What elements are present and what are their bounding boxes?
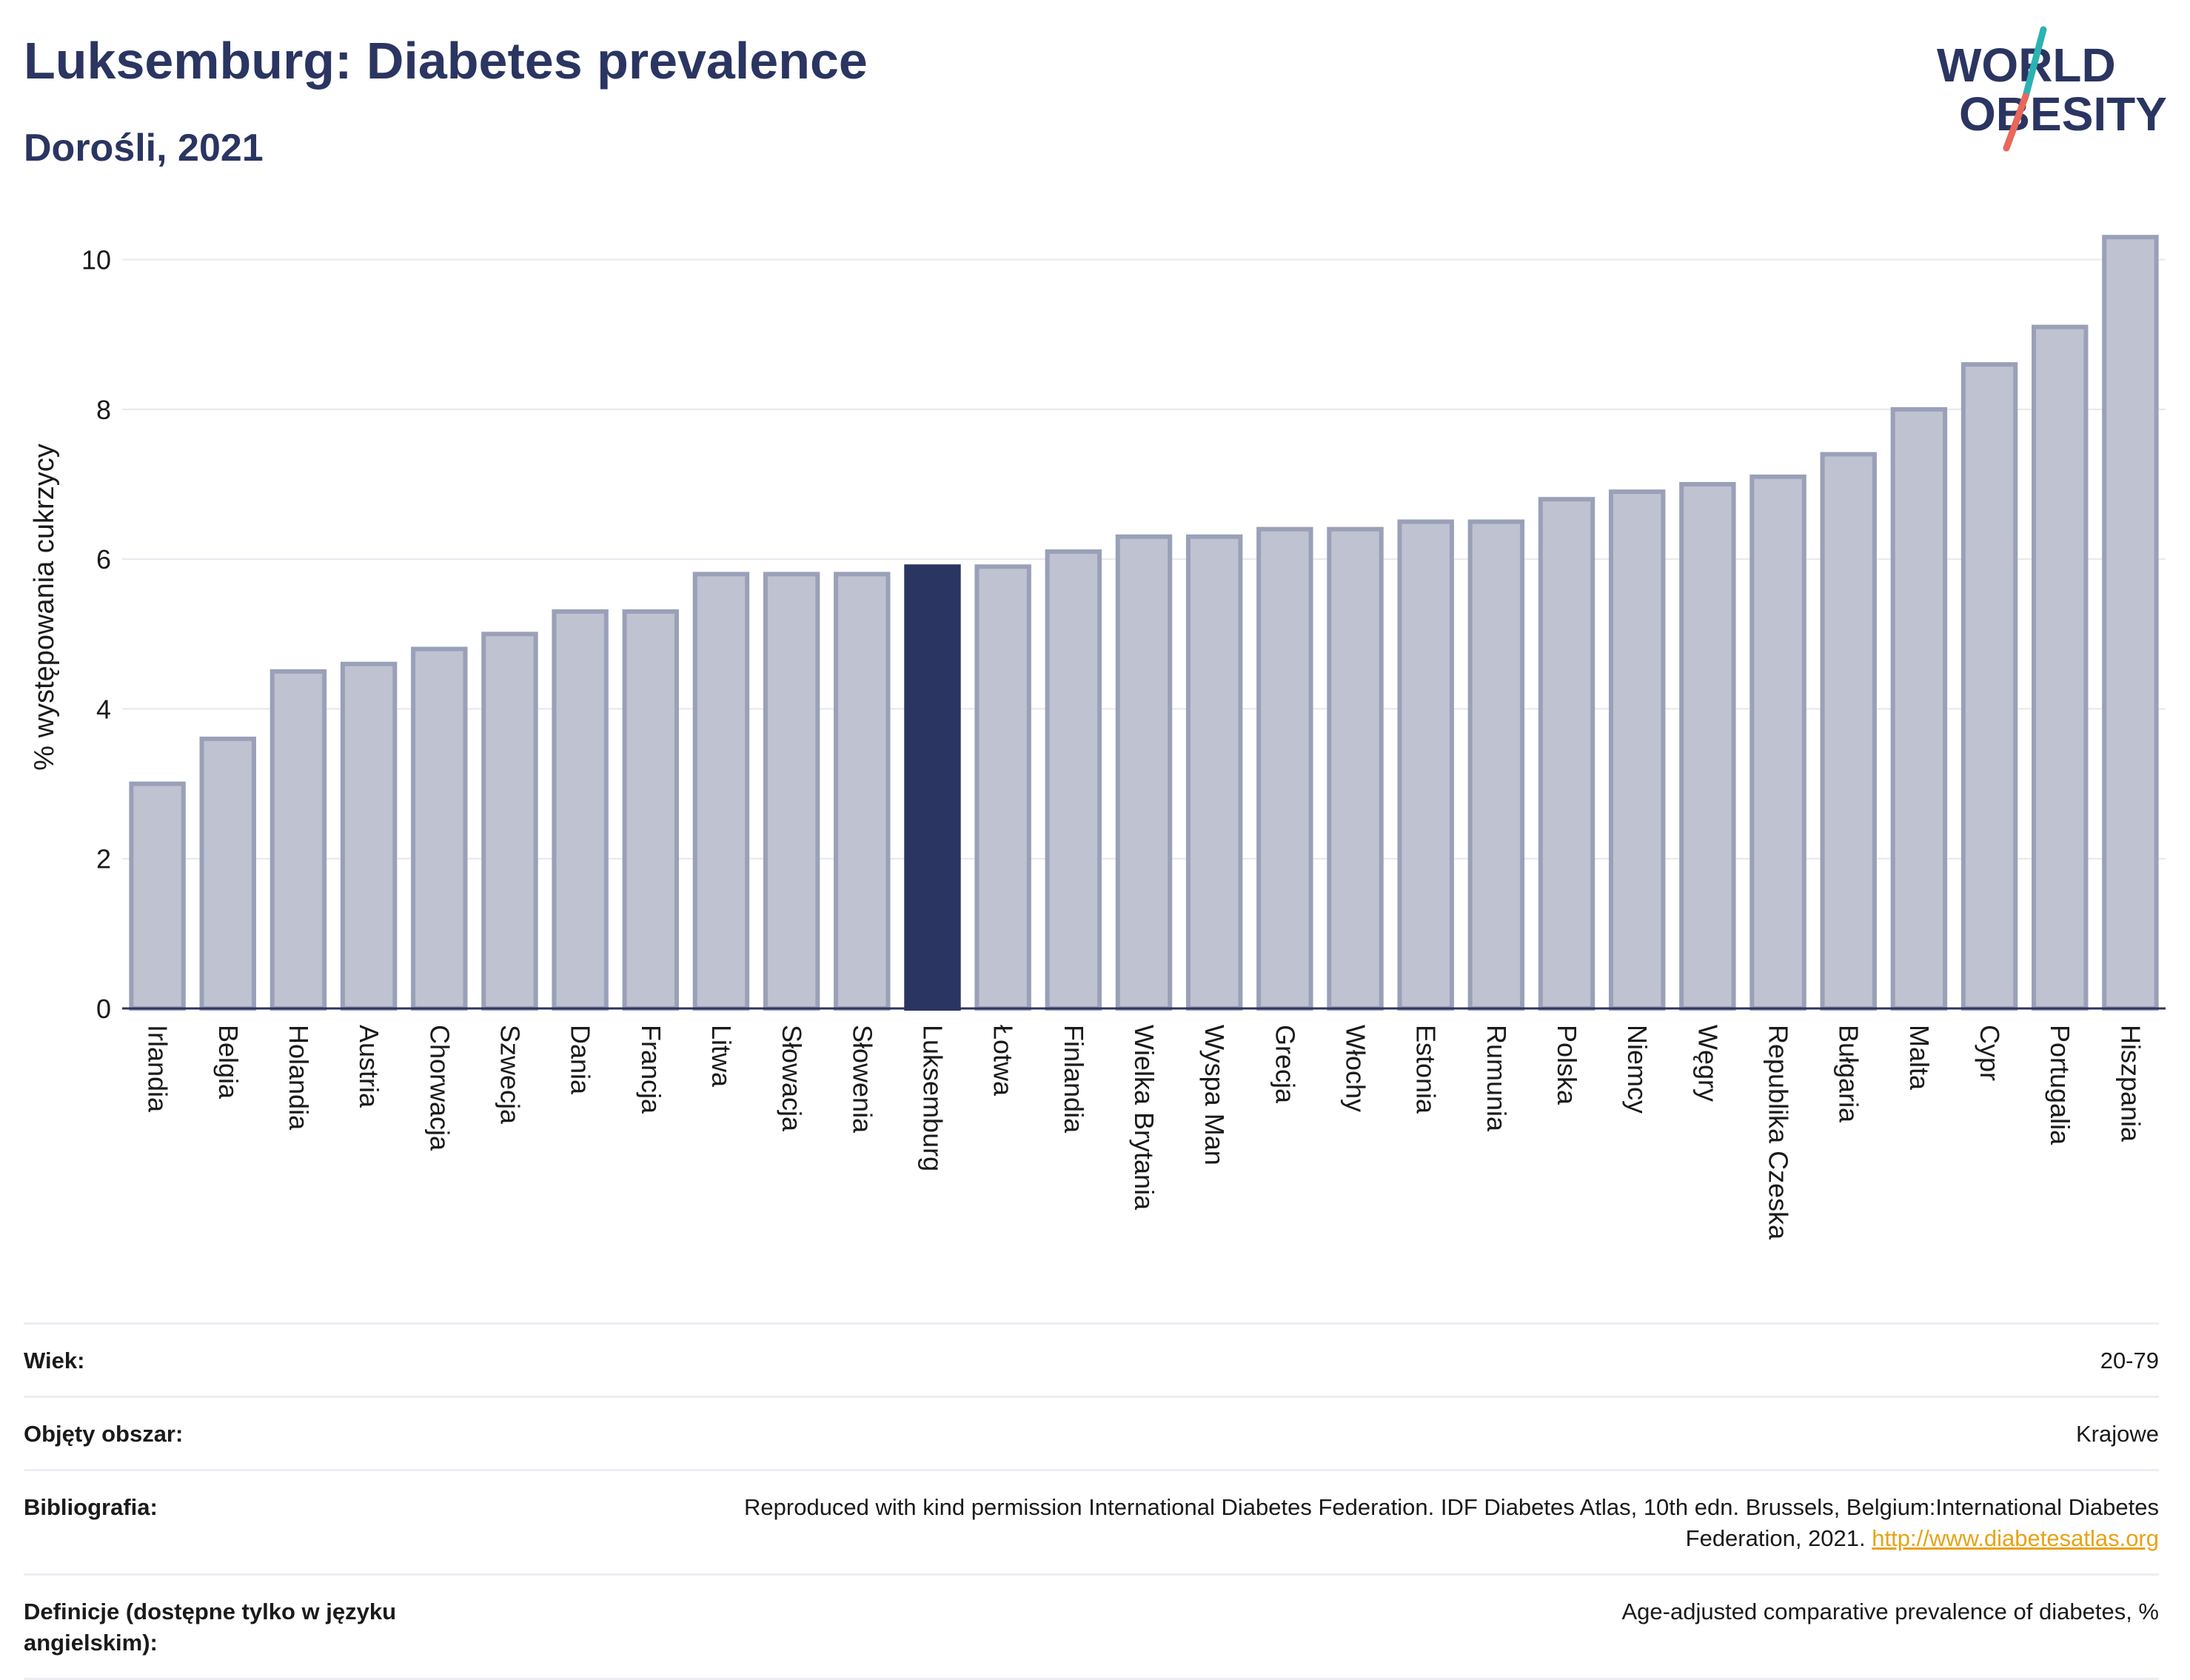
bar <box>1397 519 1454 1011</box>
meta-label: Wiek: <box>24 1348 85 1373</box>
bar <box>1749 474 1806 1011</box>
x-tick-label: Łotwa <box>988 1025 1019 1097</box>
x-tick-label: Grecja <box>1270 1025 1300 1104</box>
x-tick-label: Holandia <box>284 1025 314 1131</box>
meta-value-text: Age-adjusted comparative prevalence of d… <box>1621 1599 2160 1624</box>
bars <box>129 235 2159 1011</box>
x-tick-label: Cypr <box>1975 1025 2005 1081</box>
bar <box>481 632 538 1011</box>
x-tick-label: Wyspa Man <box>1199 1025 1230 1165</box>
bar <box>2102 235 2159 1011</box>
bar <box>834 572 891 1011</box>
x-tick-label: Estonia <box>1411 1025 1441 1114</box>
meta-value: Age-adjusted comparative prevalence of d… <box>1622 1596 2160 1659</box>
x-tick-label: Malta <box>1904 1025 1935 1091</box>
logo-text-obesity: OBESITY <box>1959 87 2167 141</box>
meta-row: Wiek: 20-79 <box>24 1322 2159 1396</box>
bar <box>974 564 1031 1011</box>
y-tick-label: 6 <box>96 544 111 575</box>
bar <box>1608 489 1666 1011</box>
meta-value-text: 20-79 <box>2100 1348 2159 1373</box>
bar <box>1327 526 1384 1011</box>
x-tick-label: Rumunia <box>1481 1025 1512 1132</box>
bar <box>1256 526 1313 1011</box>
bar <box>1115 534 1173 1011</box>
x-tick-label: Węgry <box>1692 1025 1723 1102</box>
meta-row: Bibliografia: Reproduced with kind permis… <box>24 1469 2159 1573</box>
meta-label: Objęty obszar: <box>24 1421 184 1447</box>
logo-slash-coral <box>2003 93 2029 152</box>
x-tick-label: Niemcy <box>1622 1025 1652 1114</box>
x-tick-label: Wielka Brytania <box>1129 1025 1159 1211</box>
y-tick-labels: 0 2 4 6 8 10 <box>81 245 111 1024</box>
x-tick-label: Portugalia <box>2045 1025 2075 1145</box>
x-tick-label: Dania <box>566 1025 596 1095</box>
meta-row: Objęty obszar: Krajowe <box>24 1396 2159 1469</box>
bar <box>763 572 820 1011</box>
chart-subtitle: Dorośli, 2021 <box>24 127 264 170</box>
x-tick-label: Słowacja <box>777 1025 807 1132</box>
meta-row: Definicje (dostępne tylko w języku angie… <box>24 1573 2159 1680</box>
bar <box>1538 497 1595 1011</box>
bar <box>552 609 609 1011</box>
bar <box>2032 324 2089 1011</box>
meta-label: Definicje (dostępne tylko w języku angie… <box>24 1599 397 1656</box>
x-tick-label: Włochy <box>1341 1025 1371 1112</box>
x-tick-label: Bułgaria <box>1834 1025 1864 1123</box>
x-tick-label: Luksemburg <box>917 1025 948 1171</box>
y-axis-label: % występowania cukrzycy <box>29 444 60 770</box>
bar <box>1820 452 1877 1011</box>
world-obesity-logo: WORLD OBESITY <box>1937 26 2167 152</box>
bar <box>692 572 750 1011</box>
meta-value-text: Reproduced with kind permission Internat… <box>744 1494 2159 1551</box>
x-tick-label: Litwa <box>706 1025 737 1088</box>
bar <box>411 646 468 1011</box>
meta-value: Reproduced with kind permission Internat… <box>641 1492 2159 1554</box>
x-tick-label: Słowenia <box>847 1025 877 1134</box>
bar <box>1890 406 1948 1011</box>
bar <box>904 564 961 1011</box>
bar <box>340 661 398 1011</box>
x-tick-label: Irlandia <box>143 1025 173 1113</box>
bibliography-link[interactable]: http://www.diabetesatlas.org <box>1872 1525 2159 1551</box>
x-tick-label: Polska <box>1552 1025 1582 1105</box>
x-tick-label: Finlandia <box>1059 1025 1089 1134</box>
y-tick-label: 8 <box>96 395 111 425</box>
y-tick-label: 4 <box>96 694 111 724</box>
bar <box>1679 482 1736 1011</box>
meta-value-text: Krajowe <box>2076 1421 2159 1447</box>
x-tick-label: Francja <box>636 1025 666 1114</box>
bar <box>1960 362 2018 1011</box>
x-tick-label: Hiszpania <box>2115 1025 2146 1142</box>
x-tick-label: Belgia <box>213 1025 244 1100</box>
bar <box>1045 549 1102 1011</box>
bar <box>1185 534 1243 1011</box>
y-tick-label: 2 <box>96 844 111 874</box>
bar <box>269 669 327 1011</box>
y-tick-label: 10 <box>81 245 111 275</box>
x-tick-label: Chorwacja <box>424 1025 455 1151</box>
x-tick-label: Austria <box>354 1025 384 1108</box>
meta-value: Krajowe <box>2076 1419 2159 1450</box>
x-tick-label: Szwecja <box>495 1025 525 1125</box>
bar <box>1467 519 1525 1011</box>
logo-slash-teal <box>2022 26 2047 100</box>
meta-label: Bibliografia: <box>24 1494 158 1520</box>
bar <box>199 736 256 1011</box>
chart-title: Luksemburg: Diabetes prevalence <box>24 32 868 90</box>
metadata-table: Wiek: 20-79 Objęty obszar: Krajowe Bibliogra… <box>24 1322 2159 1680</box>
meta-value: 20-79 <box>2100 1345 2159 1376</box>
y-tick-label: 0 <box>96 994 111 1024</box>
x-tick-labels: Irlandia Belgia Holandia Austria Chorwacja Sz… <box>143 1025 2146 1240</box>
x-tick-label: Republika Czeska <box>1764 1025 1794 1240</box>
bar-chart: % występowania cukrzycy 0 2 4 6 8 10 Irlandia… <box>29 235 2166 1240</box>
bar <box>622 609 680 1011</box>
bar <box>129 781 186 1011</box>
